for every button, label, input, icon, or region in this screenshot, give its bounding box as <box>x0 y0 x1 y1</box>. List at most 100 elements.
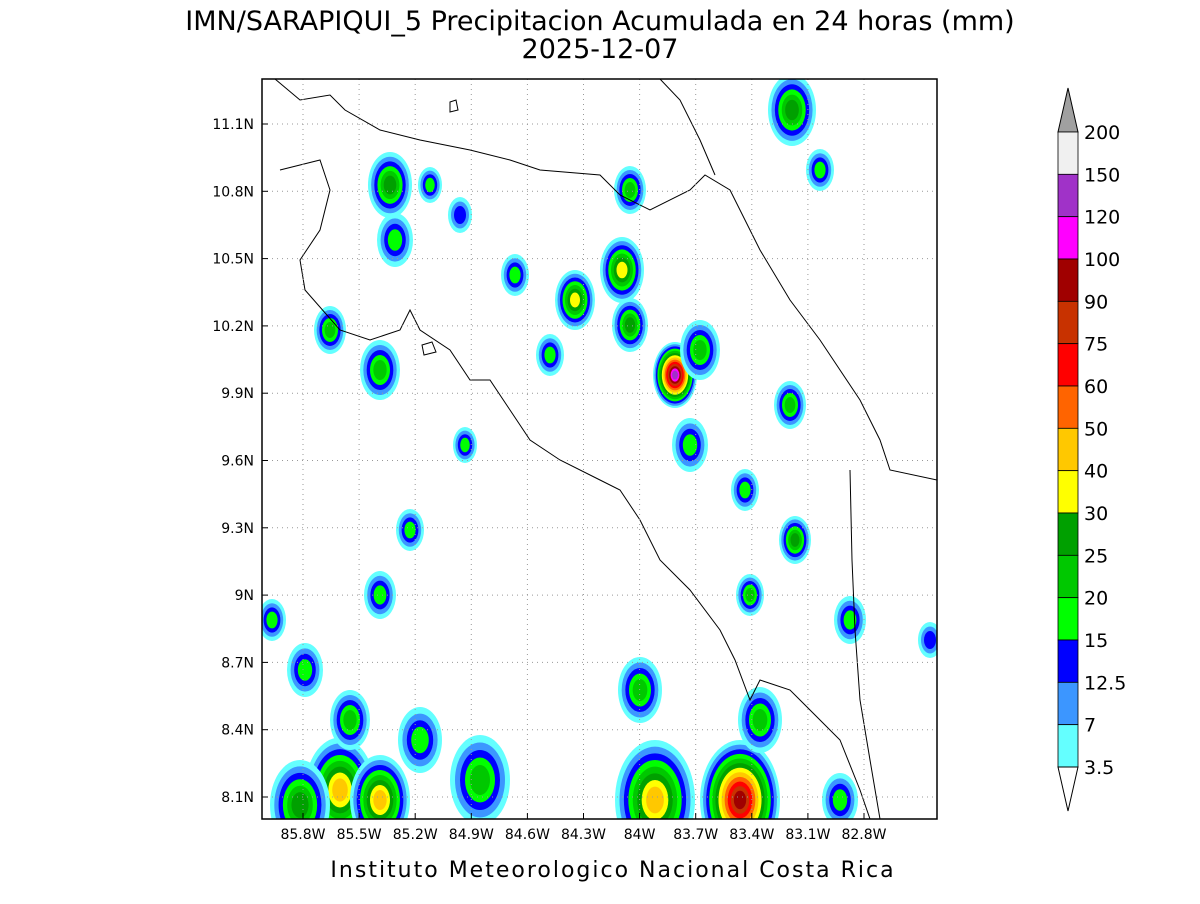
lat-label: 11.1N <box>212 117 254 133</box>
colorbar-box <box>1057 681 1079 726</box>
precip-contour <box>785 99 799 121</box>
precip-contour <box>646 786 664 814</box>
lon-label: 85.2W <box>393 827 438 843</box>
coastline <box>279 159 871 819</box>
colorbar-label: 3.5 <box>1084 757 1114 779</box>
precip-contour <box>752 709 768 731</box>
lon-label: 83.7W <box>673 827 718 843</box>
lon-label: 84.6W <box>505 827 550 843</box>
colorbar-box <box>1057 639 1079 683</box>
precip-contour <box>460 437 470 453</box>
colorbar-label: 20 <box>1084 588 1108 610</box>
map-frame <box>261 78 938 820</box>
subtitle: 2025-12-07 <box>522 34 679 65</box>
lon-label: 84W <box>624 827 656 843</box>
lat-label: 9N <box>235 588 254 604</box>
precip-contour <box>693 340 707 360</box>
precip-contour <box>383 175 397 195</box>
precip-contour <box>814 161 826 179</box>
colorbar-label: 12.5 <box>1084 672 1126 694</box>
lat-label: 8.4N <box>221 723 254 739</box>
colorbar-label: 30 <box>1084 503 1108 525</box>
precip-contour <box>373 585 387 605</box>
lat-label: 10.2N <box>212 319 254 335</box>
precip-contour <box>425 177 435 193</box>
colorbar-box <box>1057 258 1079 302</box>
precip-contour <box>454 206 466 224</box>
precip-contour <box>266 611 278 629</box>
colorbar-label: 75 <box>1084 334 1108 356</box>
colorbar-label: 15 <box>1084 630 1108 652</box>
lat-label: 8.1N <box>221 790 254 806</box>
lat-label: 10.8N <box>212 184 254 200</box>
precip-contour <box>544 346 556 364</box>
precip-field <box>262 79 937 819</box>
colorbar-label: 50 <box>1084 418 1108 440</box>
colorbar-box <box>1057 470 1079 514</box>
colorbar-box <box>1057 724 1079 768</box>
colorbar: 200 150 120 100 90 75 60 50 40 30 25 20 15 12.5 7 3.5 <box>1057 87 1126 812</box>
precip-contour <box>790 533 800 547</box>
colorbar-label: 60 <box>1084 376 1108 398</box>
precip-contour <box>745 588 755 602</box>
precip-contour <box>924 631 936 649</box>
precip-contour <box>373 790 387 810</box>
colorbar-label: 40 <box>1084 461 1108 483</box>
colorbar-label: 100 <box>1084 249 1120 271</box>
colorbar-box <box>1057 131 1079 175</box>
colorbar-box <box>1057 173 1079 218</box>
colorbar-box <box>1057 385 1079 429</box>
precip-contour <box>843 610 857 630</box>
precip-contour <box>739 481 751 499</box>
precip-contour <box>411 726 429 754</box>
precip-contour <box>624 317 636 333</box>
precip-contour <box>616 261 628 279</box>
colorbar-box <box>1057 512 1079 556</box>
lon-label: 84.3W <box>561 827 606 843</box>
precip-contour <box>404 521 416 539</box>
precip-contour <box>672 370 678 380</box>
lat-label: 10.5N <box>212 252 254 268</box>
precip-contour <box>624 182 636 198</box>
colorbar-label: 25 <box>1084 545 1108 567</box>
colorbar-box <box>1057 554 1079 599</box>
colorbar-over <box>1057 87 1079 133</box>
lon-label: 82.8W <box>841 827 886 843</box>
lat-label: 9.9N <box>221 386 254 402</box>
colorbar-under <box>1057 766 1079 812</box>
lat-label: 8.7N <box>221 655 254 671</box>
lon-label: 83.4W <box>729 827 774 843</box>
precip-contour <box>291 792 309 818</box>
colorbar-label: 90 <box>1084 291 1108 313</box>
precip-contour <box>570 292 580 308</box>
precip-contour <box>784 397 796 413</box>
lon-label: 85.5W <box>337 827 382 843</box>
colorbar-label: 200 <box>1084 122 1120 144</box>
precip-contour <box>332 778 348 802</box>
lon-label: 83.1W <box>785 827 830 843</box>
precip-contour <box>387 229 403 251</box>
colorbar-label: 120 <box>1084 207 1120 229</box>
precip-contour <box>324 322 336 338</box>
precip-contour <box>470 765 490 795</box>
coastlines <box>274 79 937 819</box>
footer: Instituto Meteorologico Nacional Costa R… <box>330 858 895 883</box>
colorbar-box <box>1057 597 1079 641</box>
grid: 11.1N 10.8N 10.5N 10.2N 9.9N 9.6N 9.3N 9N 8.7N 8.… <box>212 79 937 843</box>
lon-label: 84.9W <box>449 827 494 843</box>
precip-contour <box>297 659 313 681</box>
lon-label: 85.8W <box>280 827 325 843</box>
precip-contour <box>343 710 357 730</box>
border <box>849 469 881 819</box>
colorbar-box <box>1057 343 1079 387</box>
lat-label: 9.3N <box>221 521 254 537</box>
coastline <box>274 79 937 481</box>
precip-contour <box>373 360 387 380</box>
precip-contour <box>733 790 747 810</box>
colorbar-box <box>1057 300 1079 345</box>
colorbar-box <box>1057 216 1079 260</box>
colorbar-label: 7 <box>1084 715 1096 737</box>
lat-label: 9.6N <box>221 454 254 470</box>
precip-contour <box>832 789 848 811</box>
